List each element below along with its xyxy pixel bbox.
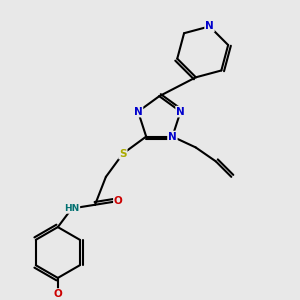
- Text: HN: HN: [64, 204, 80, 213]
- Text: N: N: [205, 21, 214, 32]
- Text: N: N: [176, 106, 185, 117]
- Text: N: N: [168, 132, 177, 142]
- Text: O: O: [53, 289, 62, 299]
- Text: N: N: [134, 106, 142, 117]
- Text: O: O: [114, 196, 123, 206]
- Text: S: S: [119, 148, 127, 159]
